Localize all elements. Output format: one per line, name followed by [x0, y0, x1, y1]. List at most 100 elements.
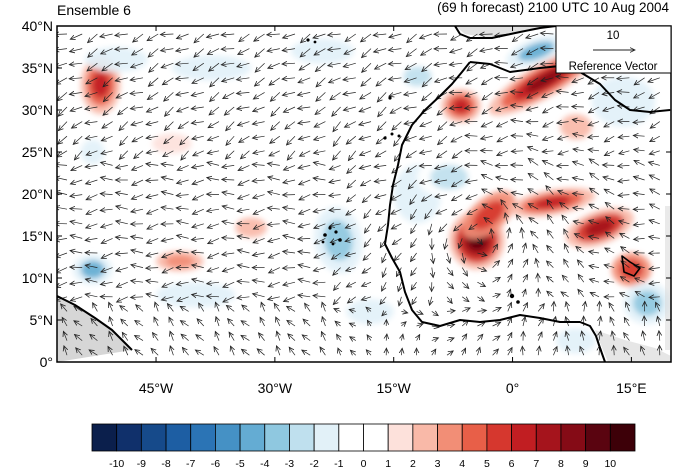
wind-vector-arrow: [253, 151, 265, 154]
wind-vector-arrow: [406, 150, 417, 158]
wind-vector-arrow: [193, 194, 204, 200]
wind-vector-arrow: [57, 177, 68, 180]
wind-vector-arrow: [161, 49, 174, 51]
wind-vector-arrow: [147, 223, 159, 229]
wind-vector-arrow: [578, 274, 585, 283]
wind-vector-arrow: [367, 335, 371, 341]
wind-vector-arrow: [119, 121, 129, 131]
wind-vector-arrow: [511, 105, 524, 107]
lon-tick-label: 45°W: [139, 380, 174, 396]
wind-vector-arrow: [411, 252, 417, 262]
wind-vector-arrow: [604, 265, 615, 268]
wind-vector-arrow: [252, 253, 265, 255]
wind-vector-arrow: [643, 331, 645, 341]
wind-vector-arrow: [528, 77, 539, 85]
wind-vector-arrow: [573, 134, 584, 137]
wind-vector-arrow: [465, 135, 478, 136]
wind-vector-arrow: [116, 281, 128, 287]
wind-vector-arrow: [222, 221, 235, 224]
island: [313, 40, 317, 44]
wind-vector-arrow: [329, 209, 341, 210]
wind-vector-arrow: [522, 346, 523, 356]
wind-vector-arrow: [543, 135, 554, 140]
wind-vector-arrow: [253, 208, 265, 214]
wind-vector-arrow: [180, 306, 189, 312]
wind-vector-arrow: [62, 317, 68, 327]
wind-vector-arrow: [644, 316, 645, 327]
wind-vector-arrow: [411, 223, 417, 234]
wind-vector-arrow: [626, 302, 630, 312]
wind-vector-arrow: [109, 331, 113, 341]
wind-vector-arrow: [382, 252, 387, 263]
wind-vector-arrow: [313, 209, 326, 212]
wind-vector-arrow: [482, 106, 493, 114]
wind-vector-arrow: [207, 178, 220, 180]
wind-vector-arrow: [163, 150, 174, 157]
wind-vector-arrow: [635, 278, 645, 283]
wind-vector-arrow: [462, 334, 467, 341]
wind-vector-arrow: [146, 268, 159, 269]
wind-vector-arrow: [604, 150, 615, 156]
wind-vector-arrow: [477, 297, 484, 301]
wind-vector-arrow: [109, 317, 112, 327]
wind-vector-arrow: [467, 48, 478, 57]
wind-vector-arrow: [604, 135, 615, 142]
wind-vector-arrow: [564, 244, 568, 254]
wind-vector-arrow: [365, 223, 372, 233]
colorbar-label: 10: [604, 458, 616, 470]
wind-vector-arrow: [540, 33, 554, 34]
wind-vector-arrow: [572, 120, 584, 122]
wind-vector-arrow: [392, 121, 402, 131]
wind-vector-arrow: [345, 253, 356, 256]
reference-vector-frame: [555, 25, 672, 74]
wind-vector-arrow: [268, 208, 280, 209]
wind-vector-arrow: [557, 122, 569, 124]
wind-vector-arrow: [252, 164, 265, 165]
wind-vector-arrow: [359, 106, 372, 112]
wind-vector-arrow: [408, 179, 417, 189]
wind-vector-arrow: [492, 261, 500, 268]
wind-vector-arrow: [648, 77, 660, 82]
wind-vector-arrow: [537, 304, 544, 312]
wind-vector-arrow: [605, 202, 615, 210]
wind-vector-arrow: [277, 331, 280, 341]
wind-vector-arrow: [547, 215, 554, 224]
lat-tick-label: 35°N: [22, 60, 53, 76]
anomaly-patch: [171, 55, 252, 81]
wind-vector-arrow: [573, 149, 584, 151]
wind-vector-arrow: [238, 121, 250, 126]
wind-vector-arrow: [465, 92, 478, 96]
wind-vector-arrow: [132, 135, 144, 142]
wind-vector-arrow: [360, 150, 372, 156]
wind-vector-arrow: [482, 77, 493, 85]
wind-vector-arrow: [603, 165, 615, 166]
wind-vector-arrow: [131, 209, 144, 212]
wind-vector-arrow: [347, 179, 357, 188]
wind-vector-arrow: [333, 296, 341, 305]
wind-vector-arrow: [316, 77, 326, 87]
wind-vector-arrow: [313, 162, 326, 165]
wind-vector-arrow: [617, 92, 630, 93]
wind-vector-arrow: [267, 49, 280, 52]
colorbar-label: 6: [509, 458, 515, 470]
colorbar-swatch: [461, 423, 488, 452]
wind-vector-arrow: [508, 289, 511, 297]
wind-vector-arrow: [589, 204, 600, 210]
colorbar-label: -1: [334, 458, 343, 470]
wind-vector-arrow: [412, 296, 417, 305]
colorbar-label: 8: [558, 458, 564, 470]
wind-vector-arrow: [374, 165, 387, 167]
wind-vector-arrow: [508, 303, 512, 312]
wind-vector-arrow: [253, 223, 265, 229]
wind-vector-arrow: [547, 261, 554, 268]
wind-vector-arrow: [222, 179, 235, 180]
wind-vectors: [57, 33, 660, 356]
wind-vector-arrow: [527, 48, 539, 55]
wind-vector-arrow: [346, 208, 356, 215]
wind-vector-arrow: [416, 324, 423, 326]
wind-vector-arrow: [117, 296, 128, 302]
wind-vector-arrow: [89, 350, 98, 356]
wind-vector-arrow: [511, 120, 524, 122]
wind-vector-arrow: [260, 317, 265, 327]
wind-vector-arrow: [492, 349, 499, 356]
